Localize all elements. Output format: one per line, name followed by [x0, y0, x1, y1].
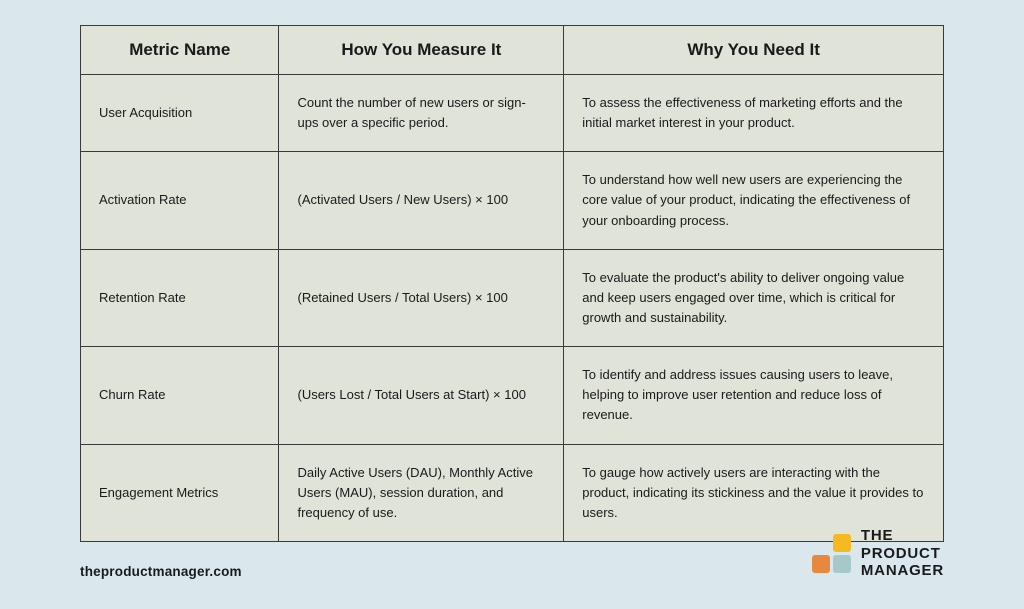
cell-metric: User Acquisition	[81, 75, 279, 152]
brand-logo: THE PRODUCT MANAGER	[812, 527, 944, 579]
cell-metric: Retention Rate	[81, 249, 279, 346]
cell-measure: Count the number of new users or sign-up…	[279, 75, 564, 152]
cell-measure: (Activated Users / New Users) × 100	[279, 152, 564, 249]
header-how-measure: How You Measure It	[279, 26, 564, 75]
header-metric-name: Metric Name	[81, 26, 279, 75]
cell-why: To evaluate the product's ability to del…	[564, 249, 944, 346]
footer: theproductmanager.com THE PRODUCT MANAGE…	[80, 527, 944, 579]
cell-why: To understand how well new users are exp…	[564, 152, 944, 249]
table-row: Activation Rate (Activated Users / New U…	[81, 152, 944, 249]
logo-text-line2: PRODUCT	[861, 545, 944, 562]
logo-square-yellow	[833, 534, 851, 552]
table-header-row: Metric Name How You Measure It Why You N…	[81, 26, 944, 75]
logo-squares-icon	[812, 534, 851, 573]
metrics-table: Metric Name How You Measure It Why You N…	[80, 25, 944, 542]
logo-square-orange	[812, 555, 830, 573]
cell-metric: Activation Rate	[81, 152, 279, 249]
logo-square-empty	[812, 534, 830, 552]
cell-why: To identify and address issues causing u…	[564, 347, 944, 444]
table-row: User Acquisition Count the number of new…	[81, 75, 944, 152]
table-row: Churn Rate (Users Lost / Total Users at …	[81, 347, 944, 444]
logo-text-line1: THE	[861, 527, 944, 544]
logo-text-line3: MANAGER	[861, 562, 944, 579]
header-why-need: Why You Need It	[564, 26, 944, 75]
logo-text: THE PRODUCT MANAGER	[861, 527, 944, 579]
table-row: Retention Rate (Retained Users / Total U…	[81, 249, 944, 346]
cell-measure: (Users Lost / Total Users at Start) × 10…	[279, 347, 564, 444]
cell-metric: Churn Rate	[81, 347, 279, 444]
website-url: theproductmanager.com	[80, 564, 242, 579]
logo-square-teal	[833, 555, 851, 573]
cell-measure: (Retained Users / Total Users) × 100	[279, 249, 564, 346]
cell-why: To assess the effectiveness of marketing…	[564, 75, 944, 152]
